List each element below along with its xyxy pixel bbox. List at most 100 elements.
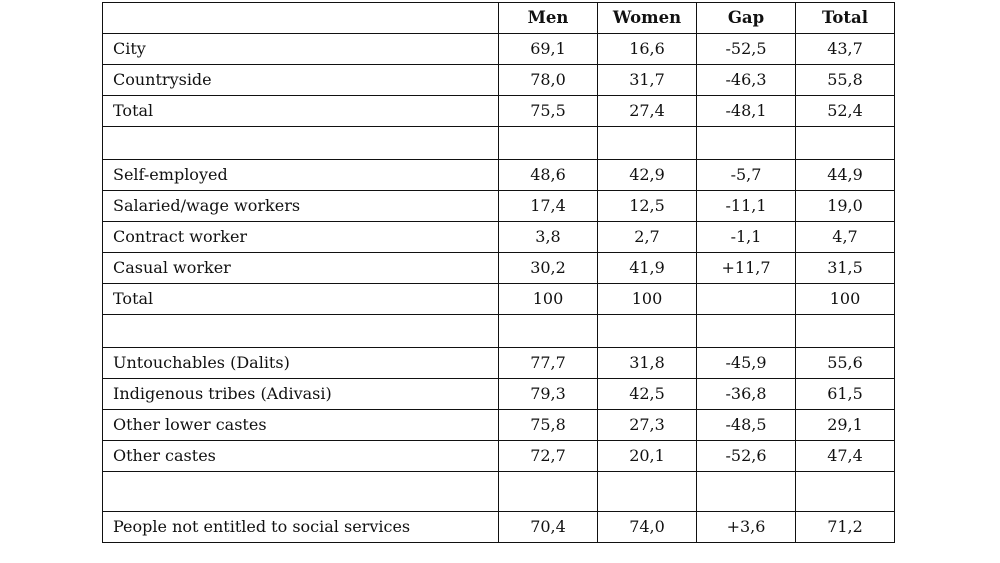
spacer-row [102, 471, 895, 512]
gap-value: -5,7 [696, 159, 796, 191]
row-label [102, 126, 499, 160]
table-row: Untouchables (Dalits) 77,7 31,8 -45,9 55… [102, 347, 895, 379]
row-label: Total [102, 95, 499, 127]
men-value: 3,8 [498, 221, 598, 253]
women-value: 2,7 [597, 221, 697, 253]
table-row: Self-employed 48,6 42,9 -5,7 44,9 [102, 159, 895, 191]
women-value: 20,1 [597, 440, 697, 472]
table-row: Indigenous tribes (Adivasi) 79,3 42,5 -3… [102, 378, 895, 410]
total-value: 44,9 [795, 159, 895, 191]
women-value [597, 314, 697, 348]
gap-value: +3,6 [696, 511, 796, 543]
gap-value [696, 126, 796, 160]
women-value: 100 [597, 283, 697, 315]
row-label: City [102, 33, 499, 65]
women-value: 41,9 [597, 252, 697, 284]
men-value [498, 471, 598, 512]
table-row: Contract worker 3,8 2,7 -1,1 4,7 [102, 221, 895, 253]
total-value [795, 314, 895, 348]
header-cell-gap: Gap [696, 2, 796, 34]
men-value: 75,5 [498, 95, 598, 127]
gap-value [696, 471, 796, 512]
table-row: Total 75,5 27,4 -48,1 52,4 [102, 95, 895, 127]
total-value: 47,4 [795, 440, 895, 472]
women-value: 42,9 [597, 159, 697, 191]
men-value: 30,2 [498, 252, 598, 284]
men-value: 79,3 [498, 378, 598, 410]
men-value [498, 314, 598, 348]
row-label: Countryside [102, 64, 499, 96]
table-row: Total 100 100 100 [102, 283, 895, 315]
gap-value: -52,6 [696, 440, 796, 472]
total-value: 61,5 [795, 378, 895, 410]
men-value: 77,7 [498, 347, 598, 379]
table-row: Other castes 72,7 20,1 -52,6 47,4 [102, 440, 895, 472]
gap-value: -46,3 [696, 64, 796, 96]
gap-value: -45,9 [696, 347, 796, 379]
header-cell-label [102, 2, 499, 34]
header-cell-men: Men [498, 2, 598, 34]
row-label: Untouchables (Dalits) [102, 347, 499, 379]
total-value: 4,7 [795, 221, 895, 253]
row-label: Indigenous tribes (Adivasi) [102, 378, 499, 410]
women-value: 74,0 [597, 511, 697, 543]
men-value: 70,4 [498, 511, 598, 543]
data-table: Men Women Gap Total City 69,1 16,6 -52,5… [102, 2, 895, 543]
men-value: 48,6 [498, 159, 598, 191]
spacer-row [102, 314, 895, 348]
header-cell-total: Total [795, 2, 895, 34]
gap-value: +11,7 [696, 252, 796, 284]
total-value [795, 126, 895, 160]
row-label: People not entitled to social services [102, 511, 499, 543]
total-value: 43,7 [795, 33, 895, 65]
table-row: Countryside 78,0 31,7 -46,3 55,8 [102, 64, 895, 96]
women-value: 31,7 [597, 64, 697, 96]
gap-value: -11,1 [696, 190, 796, 222]
header-row: Men Women Gap Total [102, 2, 895, 34]
women-value: 16,6 [597, 33, 697, 65]
total-value: 55,8 [795, 64, 895, 96]
total-value: 19,0 [795, 190, 895, 222]
row-label [102, 314, 499, 348]
gap-value: -1,1 [696, 221, 796, 253]
men-value: 17,4 [498, 190, 598, 222]
women-value: 42,5 [597, 378, 697, 410]
total-value: 52,4 [795, 95, 895, 127]
gap-value: -52,5 [696, 33, 796, 65]
table-row: Casual worker 30,2 41,9 +11,7 31,5 [102, 252, 895, 284]
row-label: Salaried/wage workers [102, 190, 499, 222]
men-value: 75,8 [498, 409, 598, 441]
women-value [597, 471, 697, 512]
gap-value: -36,8 [696, 378, 796, 410]
men-value: 100 [498, 283, 598, 315]
women-value: 27,3 [597, 409, 697, 441]
women-value [597, 126, 697, 160]
women-value: 31,8 [597, 347, 697, 379]
gap-value: -48,5 [696, 409, 796, 441]
table-row: Other lower castes 75,8 27,3 -48,5 29,1 [102, 409, 895, 441]
row-label: Self-employed [102, 159, 499, 191]
row-label: Other lower castes [102, 409, 499, 441]
women-value: 12,5 [597, 190, 697, 222]
row-label: Contract worker [102, 221, 499, 253]
gap-value [696, 283, 796, 315]
total-value: 29,1 [795, 409, 895, 441]
total-value: 31,5 [795, 252, 895, 284]
gap-value [696, 314, 796, 348]
total-value: 55,6 [795, 347, 895, 379]
men-value: 78,0 [498, 64, 598, 96]
row-label: Casual worker [102, 252, 499, 284]
total-value: 100 [795, 283, 895, 315]
row-label: Total [102, 283, 499, 315]
total-value: 71,2 [795, 511, 895, 543]
total-value [795, 471, 895, 512]
men-value: 69,1 [498, 33, 598, 65]
gap-value: -48,1 [696, 95, 796, 127]
row-label [102, 471, 499, 512]
women-value: 27,4 [597, 95, 697, 127]
table-row: People not entitled to social services 7… [102, 511, 895, 543]
men-value: 72,7 [498, 440, 598, 472]
table-row: City 69,1 16,6 -52,5 43,7 [102, 33, 895, 65]
men-value [498, 126, 598, 160]
header-cell-women: Women [597, 2, 697, 34]
